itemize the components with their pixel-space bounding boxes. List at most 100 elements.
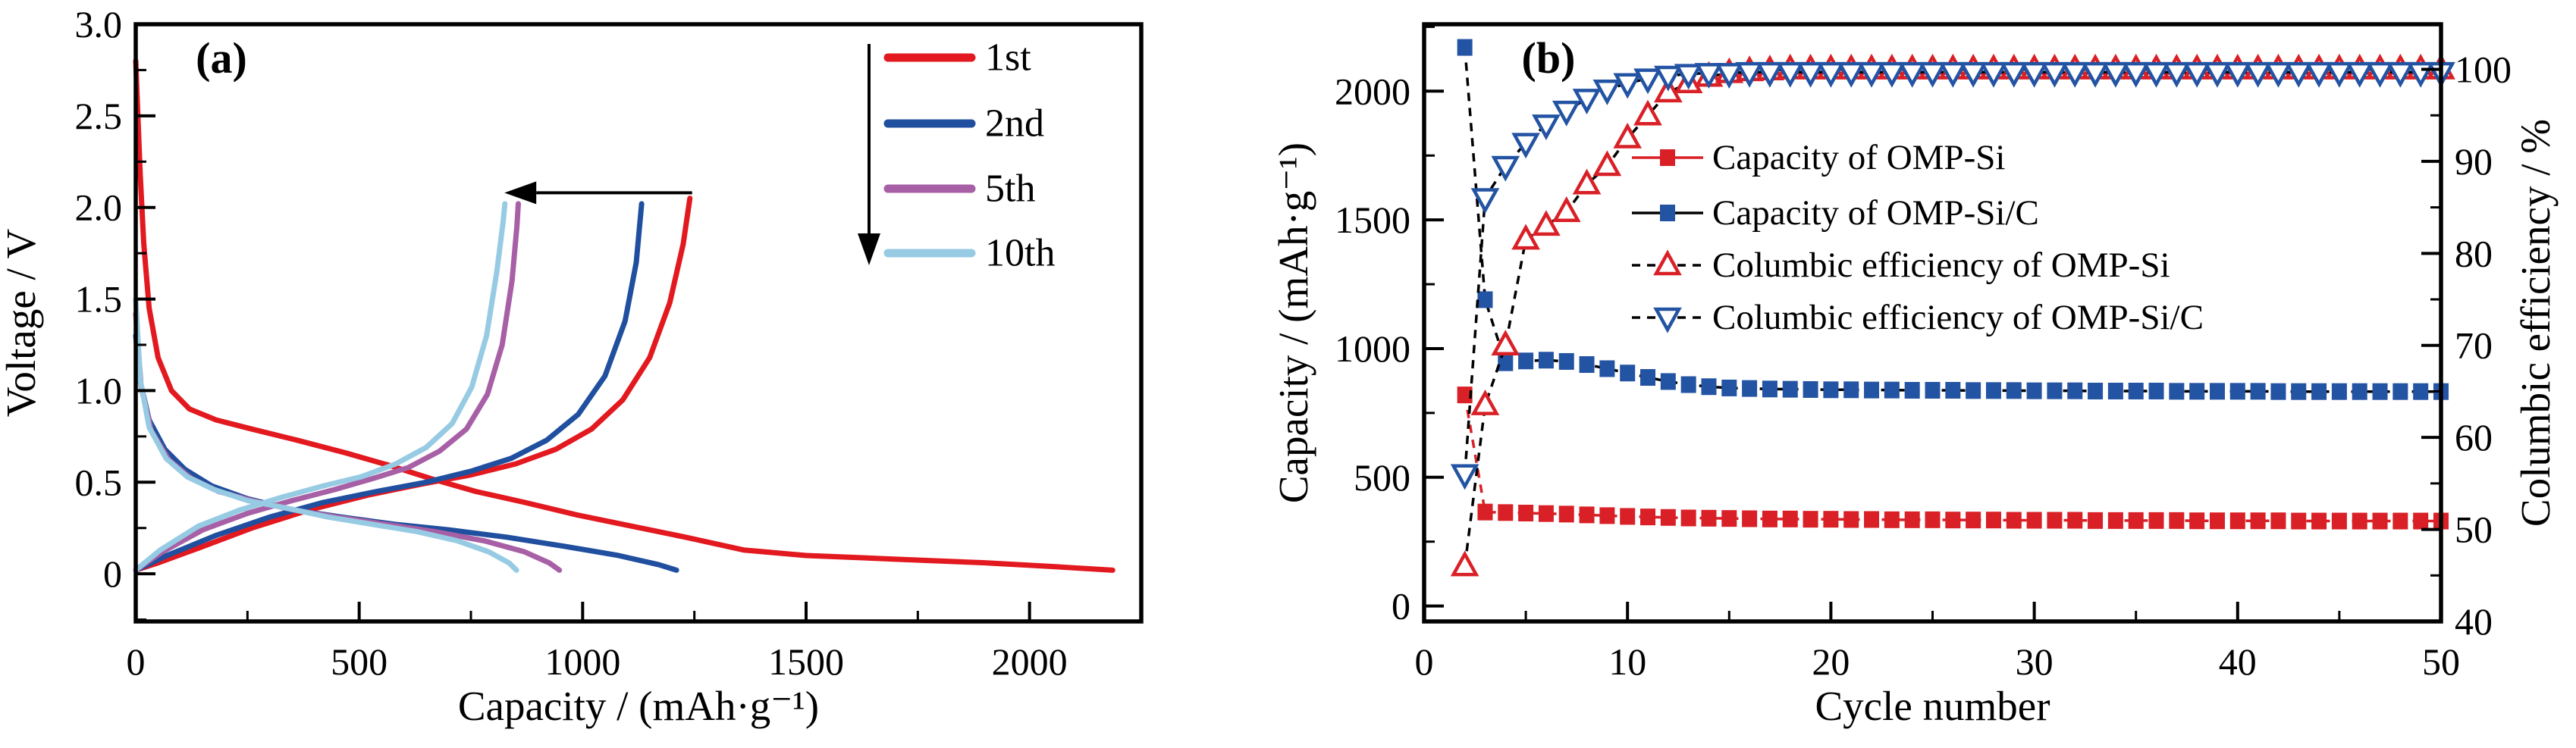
square-marker xyxy=(1538,352,1554,369)
square-marker xyxy=(1599,360,1615,377)
panel-b: 0 10 20 30 40 5005001000150020004050607080901… xyxy=(1270,22,2559,729)
square-marker xyxy=(1518,352,1534,370)
triangle-down-marker xyxy=(2121,61,2151,88)
x-tick-label: 2000 xyxy=(992,640,1068,683)
triangle-up-marker xyxy=(1450,550,1479,577)
square-marker xyxy=(2229,512,2245,530)
square-marker xyxy=(1558,352,1574,370)
triangle-down-marker xyxy=(2264,61,2293,88)
y-axis-label: Voltage / V xyxy=(0,228,44,417)
y-tick-label: 1000 xyxy=(1335,327,1410,370)
square-marker xyxy=(2209,383,2225,400)
triangle-down-marker xyxy=(1816,61,1846,88)
square-marker xyxy=(1701,509,1717,527)
square-marker xyxy=(1742,510,1758,527)
triangle-down-marker xyxy=(1959,61,1988,88)
triangle-up-marker xyxy=(1572,168,1602,195)
triangle-down-marker xyxy=(1999,61,2028,88)
square-marker xyxy=(1843,381,1859,399)
x-tick-label: 10 xyxy=(1608,640,1646,683)
legend-a: 1st 2nd 5th 10th xyxy=(858,36,1055,275)
square-marker xyxy=(1762,380,1777,398)
x-tick-label: 1500 xyxy=(768,640,844,683)
square-marker xyxy=(1518,505,1534,522)
square-marker xyxy=(2352,383,2367,400)
x-tick-label: 500 xyxy=(331,640,387,683)
y-axis-label-left: Capacity / (mAh·g⁻¹) xyxy=(1270,142,1316,503)
x-tick-label: 50 xyxy=(2422,640,2460,683)
triangle-down-marker xyxy=(2243,61,2273,88)
legend-item-Capacity of OMP-Si: Capacity of OMP-Si xyxy=(1632,138,2005,177)
y-tick-label: 50 xyxy=(2455,509,2493,551)
square-marker xyxy=(1985,382,2001,399)
y-tick-label: 3.0 xyxy=(75,3,123,45)
square-marker xyxy=(1742,380,1758,397)
square-marker xyxy=(2006,512,2022,529)
square-marker xyxy=(2352,512,2367,530)
square-marker xyxy=(1620,365,1636,382)
triangle-down-marker xyxy=(1897,61,1927,88)
square-marker xyxy=(2067,512,2083,529)
square-marker xyxy=(2148,383,2164,400)
triangle-down-marker xyxy=(1735,61,1764,88)
square-marker xyxy=(1985,512,2001,529)
square-marker xyxy=(1782,510,1798,527)
legend-item-5th: 5th xyxy=(883,167,1035,211)
legend-item-Capacity of OMP-Si/C: Capacity of OMP-Si/C xyxy=(1632,193,2039,233)
series-2nd-charge xyxy=(133,201,645,573)
square-marker xyxy=(2413,512,2429,530)
square-marker xyxy=(2270,512,2286,530)
cycle-direction-arrow xyxy=(504,181,692,205)
legend-label: Columbic efficiency of OMP-Si/C xyxy=(1712,298,2204,337)
square-marker xyxy=(1823,511,1839,528)
square-marker xyxy=(1538,505,1554,522)
square-marker xyxy=(1782,380,1798,398)
legend-label: 5th xyxy=(985,167,1035,211)
series-5th-charge xyxy=(133,201,521,573)
y-axis-label-right: Columbic efficiency / % xyxy=(2512,119,2559,527)
square-marker xyxy=(1680,509,1696,527)
square-marker xyxy=(1945,512,1961,529)
triangle-down-marker xyxy=(2345,61,2374,88)
triangle-down-marker xyxy=(2203,61,2232,88)
square-marker xyxy=(2291,512,2307,530)
square-marker xyxy=(2331,383,2347,400)
x-tick-label: 1000 xyxy=(544,640,620,683)
square-marker xyxy=(1660,373,1676,390)
triangle-down-marker xyxy=(1633,68,1662,95)
panel-label-b: (b) xyxy=(1522,33,1576,83)
triangle-down-marker xyxy=(1552,100,1581,127)
legend-b: Capacity of OMP-Si Capacity of OMP-Si/C Co… xyxy=(1632,138,2204,337)
y-tick-label: 2000 xyxy=(1335,70,1410,112)
legend-label: Capacity of OMP-Si xyxy=(1712,138,2005,177)
triangle-down-marker xyxy=(1572,89,1602,114)
triangle-up-marker xyxy=(1511,224,1540,250)
triangle-down-marker xyxy=(2040,61,2069,88)
triangle-down-marker xyxy=(1715,63,1744,89)
square-marker xyxy=(2047,512,2063,529)
square-marker xyxy=(2250,512,2266,530)
y-tick-label: 80 xyxy=(2455,232,2493,274)
y-tick-label: 2.5 xyxy=(75,95,123,137)
square-marker xyxy=(2250,383,2266,400)
square-marker xyxy=(1966,382,1981,399)
triangle-down-marker xyxy=(1756,61,1784,88)
square-marker xyxy=(1721,510,1737,527)
square-marker xyxy=(1864,511,1880,528)
triangle-down-marker xyxy=(1918,61,1947,88)
square-marker xyxy=(1599,507,1615,524)
panel-label-a: (a) xyxy=(196,33,247,83)
triangle-down-marker xyxy=(2060,61,2090,88)
square-marker xyxy=(1477,503,1493,521)
square-marker xyxy=(2088,383,2104,400)
legend-down-arrow-head xyxy=(858,233,880,265)
square-marker xyxy=(2006,382,2022,399)
square-marker xyxy=(2088,512,2104,529)
square-marker xyxy=(1803,380,1818,398)
square-marker xyxy=(2331,512,2347,530)
y-tick-label: 70 xyxy=(2455,324,2493,367)
triangle-up-marker xyxy=(1532,210,1561,236)
triangle-down-marker xyxy=(1938,61,1968,88)
x-tick-label: 30 xyxy=(2016,640,2054,683)
